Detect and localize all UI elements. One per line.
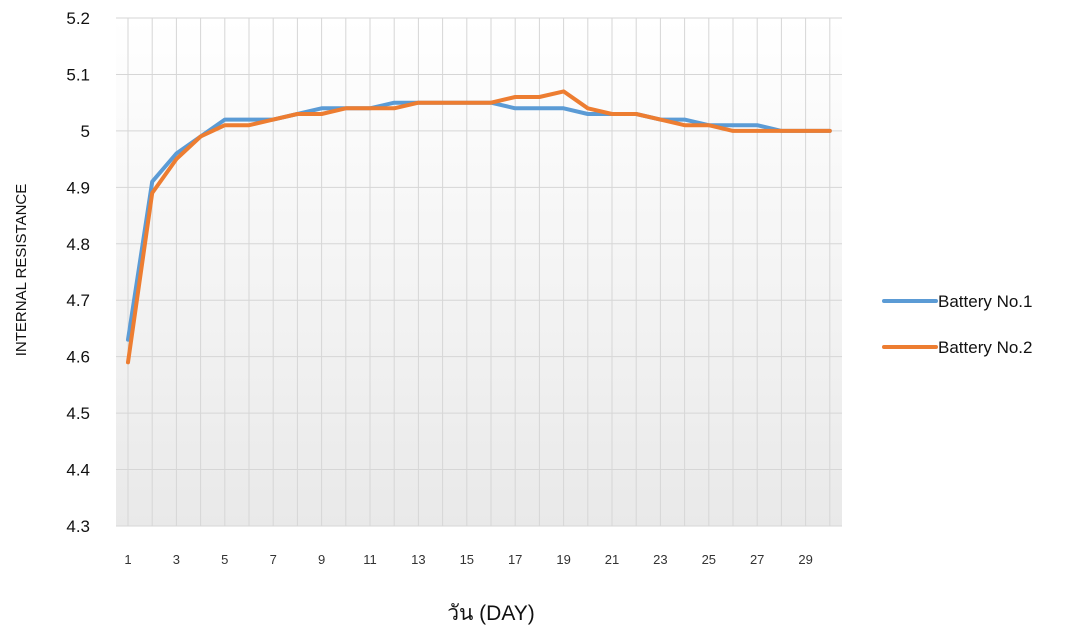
y-axis-title: INTERNAL RESISTANCE bbox=[13, 184, 30, 357]
y-tick-label: 4.6 bbox=[66, 348, 90, 367]
x-tick-label: 1 bbox=[124, 552, 131, 567]
x-tick-label: 23 bbox=[653, 552, 667, 567]
x-tick-label: 11 bbox=[363, 552, 377, 567]
x-tick-label: 15 bbox=[460, 552, 474, 567]
legend: Battery No.1 Battery No.2 bbox=[882, 292, 1033, 357]
horizontal-gridlines bbox=[116, 17, 842, 527]
series-line bbox=[126, 89, 832, 365]
x-tick-label: 7 bbox=[270, 552, 277, 567]
y-tick-label: 4.9 bbox=[66, 178, 90, 197]
x-tick-label: 27 bbox=[750, 552, 764, 567]
y-axis-tick-labels: 4.3 4.4 4.5 4.6 4.7 4.8 4.9 5 5.1 5.2 bbox=[66, 9, 90, 536]
legend-label: Battery No.2 bbox=[938, 338, 1033, 357]
x-tick-label: 21 bbox=[605, 552, 619, 567]
x-tick-label: 13 bbox=[411, 552, 425, 567]
y-tick-label: 4.4 bbox=[66, 461, 90, 480]
x-tick-label: 3 bbox=[173, 552, 180, 567]
x-tick-label: 19 bbox=[556, 552, 570, 567]
y-tick-label: 4.8 bbox=[66, 235, 90, 254]
legend-label: Battery No.1 bbox=[938, 292, 1033, 311]
x-tick-label: 17 bbox=[508, 552, 522, 567]
y-tick-label: 4.3 bbox=[66, 517, 90, 536]
x-tick-label: 9 bbox=[318, 552, 325, 567]
y-tick-label: 5.2 bbox=[66, 9, 90, 28]
y-tick-label: 4.7 bbox=[66, 291, 90, 310]
y-tick-label: 5 bbox=[81, 122, 90, 141]
y-tick-label: 4.5 bbox=[66, 404, 90, 423]
x-tick-label: 29 bbox=[798, 552, 812, 567]
x-axis-tick-labels: 1 3 5 7 9 11 13 15 17 19 21 23 25 27 29 bbox=[124, 552, 812, 567]
x-axis-title: วัน (DAY) bbox=[447, 602, 535, 625]
y-tick-label: 5.1 bbox=[66, 65, 90, 84]
series-lines bbox=[126, 89, 832, 365]
vertical-gridlines bbox=[127, 18, 831, 526]
x-tick-label: 25 bbox=[702, 552, 716, 567]
x-tick-label: 5 bbox=[221, 552, 228, 567]
